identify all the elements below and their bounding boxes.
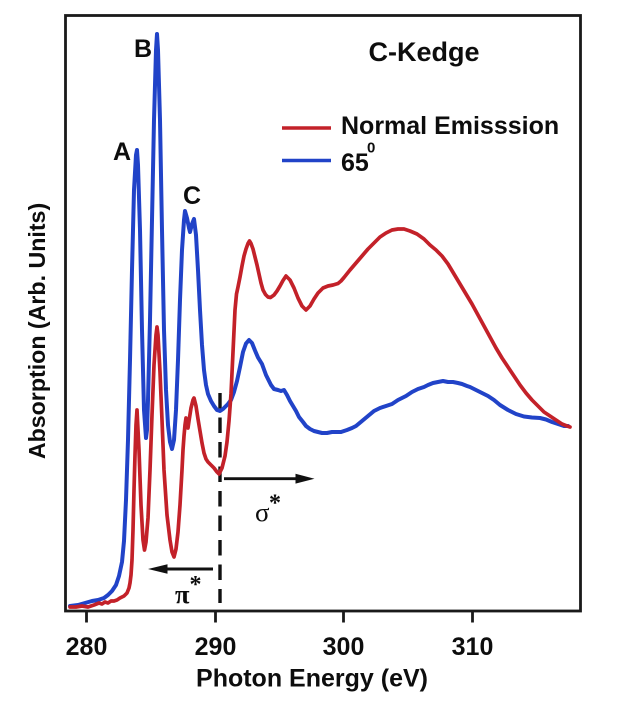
svg-text:C: C xyxy=(183,182,201,210)
svg-text:B: B xyxy=(134,35,152,63)
svg-text:*: * xyxy=(190,572,202,598)
svg-text:0: 0 xyxy=(367,140,375,157)
svg-text:Absorption (Arb. Units): Absorption (Arb. Units) xyxy=(24,203,50,459)
svg-text:*: * xyxy=(269,491,281,517)
svg-text:310: 310 xyxy=(452,633,494,661)
svg-text:π: π xyxy=(175,580,190,609)
svg-text:Normal Emisssion: Normal Emisssion xyxy=(341,112,559,140)
svg-text:C-Kedge: C-Kedge xyxy=(368,37,479,67)
svg-text:A: A xyxy=(113,138,131,166)
svg-text:Photon Energy (eV): Photon Energy (eV) xyxy=(196,665,428,693)
svg-text:65: 65 xyxy=(341,149,369,177)
svg-text:300: 300 xyxy=(323,633,365,661)
svg-text:σ: σ xyxy=(255,498,270,527)
svg-text:290: 290 xyxy=(195,633,237,661)
svg-text:280: 280 xyxy=(66,633,108,661)
